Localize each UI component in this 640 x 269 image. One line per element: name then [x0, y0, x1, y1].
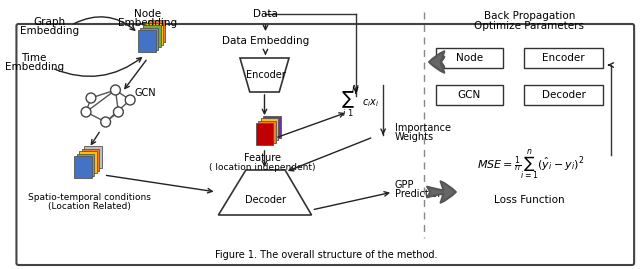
- Text: $MSE = \frac{1}{n}\sum_{i=1}^{n}(\hat{y}_i - y_i)^2$: $MSE = \frac{1}{n}\sum_{i=1}^{n}(\hat{y}…: [477, 148, 584, 182]
- Text: GPP: GPP: [395, 180, 414, 190]
- Text: Node: Node: [134, 9, 161, 19]
- Bar: [140, 27, 158, 49]
- FancyBboxPatch shape: [17, 24, 634, 265]
- Text: $\boldsymbol{c_i x_i}$: $\boldsymbol{c_i x_i}$: [362, 97, 379, 109]
- Bar: [145, 23, 163, 44]
- Text: Spatio-temporal conditions: Spatio-temporal conditions: [28, 193, 150, 201]
- Circle shape: [125, 95, 135, 105]
- Text: Embedding: Embedding: [20, 26, 79, 36]
- Text: Back Propagation: Back Propagation: [484, 11, 575, 21]
- Text: Figure 1. The overall structure of the method.: Figure 1. The overall structure of the m…: [215, 250, 438, 260]
- Bar: [260, 118, 278, 140]
- Text: Loss Function: Loss Function: [494, 195, 564, 205]
- Bar: [263, 115, 281, 137]
- Bar: [258, 121, 276, 143]
- Bar: [84, 146, 102, 168]
- Polygon shape: [240, 58, 289, 92]
- Text: Encoder: Encoder: [246, 70, 285, 80]
- Circle shape: [86, 93, 96, 103]
- Text: Embedding: Embedding: [4, 62, 63, 72]
- Text: Data Embedding: Data Embedding: [222, 36, 309, 46]
- Circle shape: [100, 117, 111, 127]
- Bar: [436, 48, 503, 68]
- Bar: [86, 143, 104, 165]
- Bar: [436, 85, 503, 105]
- Text: ( location independent): ( location independent): [209, 162, 316, 172]
- Bar: [143, 25, 161, 47]
- Text: Decoder: Decoder: [541, 90, 586, 100]
- Text: Time: Time: [21, 53, 47, 63]
- Text: Node: Node: [456, 53, 483, 63]
- Text: (Location Related): (Location Related): [47, 203, 131, 211]
- Circle shape: [111, 85, 120, 95]
- Text: Decoder: Decoder: [245, 195, 286, 205]
- Text: Weights: Weights: [395, 132, 434, 142]
- Bar: [524, 85, 603, 105]
- Bar: [82, 148, 99, 171]
- Polygon shape: [218, 170, 312, 215]
- Bar: [77, 154, 94, 175]
- Text: $i\ 1$: $i\ 1$: [342, 107, 354, 118]
- Bar: [524, 48, 603, 68]
- Circle shape: [81, 107, 91, 117]
- Text: Graph: Graph: [34, 17, 66, 27]
- Text: Prediction: Prediction: [395, 189, 444, 199]
- Bar: [148, 20, 166, 42]
- Text: Embedding: Embedding: [118, 18, 177, 28]
- Text: Optimize Parameters: Optimize Parameters: [474, 21, 584, 31]
- Bar: [74, 156, 92, 178]
- Text: Feature: Feature: [244, 153, 281, 163]
- Text: Encoder: Encoder: [542, 53, 585, 63]
- Text: GCN: GCN: [458, 90, 481, 100]
- Text: Importance: Importance: [395, 123, 451, 133]
- Text: Data: Data: [253, 9, 278, 19]
- Bar: [138, 30, 156, 52]
- Text: GCN: GCN: [134, 88, 156, 98]
- Bar: [255, 123, 273, 145]
- Text: $\sum$: $\sum$: [341, 90, 355, 110]
- Bar: [79, 151, 97, 173]
- Circle shape: [113, 107, 124, 117]
- Text: $N$: $N$: [351, 83, 360, 94]
